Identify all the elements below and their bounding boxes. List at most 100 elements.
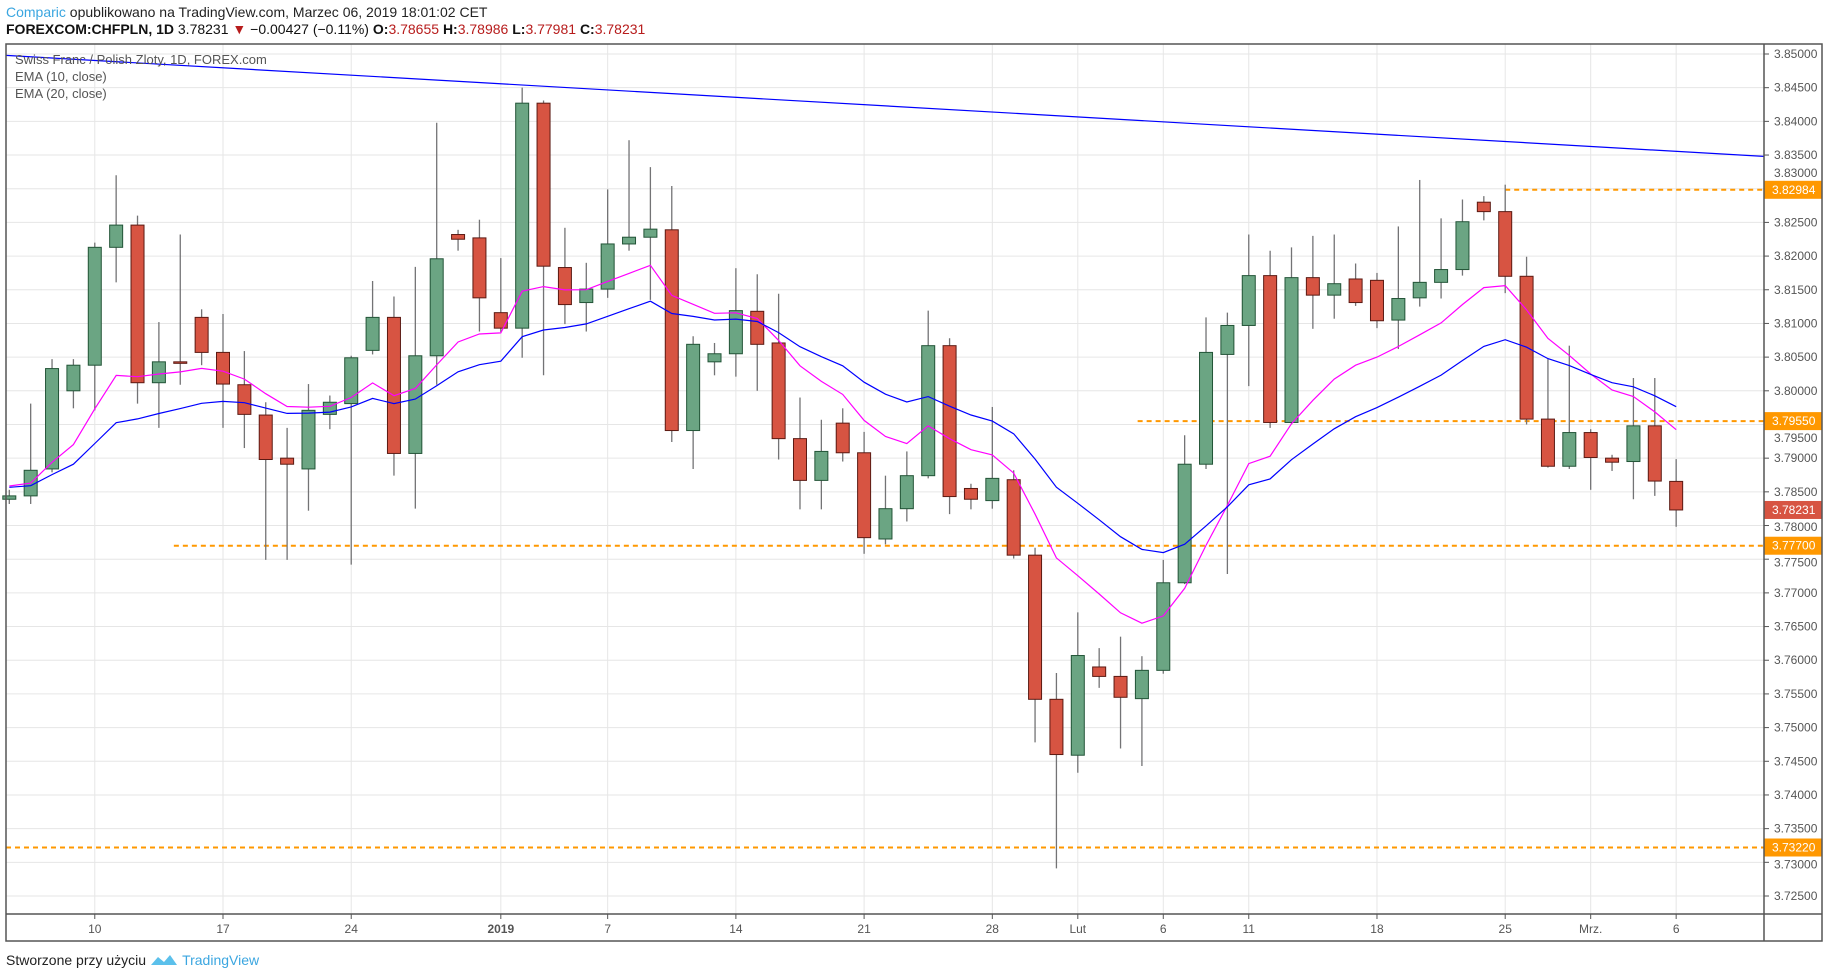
price-tick-label: 3.73000: [1774, 858, 1818, 872]
candle-down: [536, 102, 551, 267]
time-tick-label: Lut: [1069, 922, 1086, 936]
time-tick-label: 2019: [487, 922, 514, 936]
price-tick-label: 3.85000: [1774, 47, 1818, 61]
candle-up: [579, 288, 594, 304]
close-value: 3.78231: [594, 21, 646, 37]
candle-down: [1540, 418, 1555, 467]
time-tick-label: 10: [88, 922, 102, 936]
candle-down: [173, 361, 188, 364]
candle-down: [1092, 666, 1107, 677]
price-tick-label: 3.75000: [1774, 721, 1818, 735]
candle-up: [66, 364, 81, 392]
candle-down: [1006, 479, 1021, 556]
candle-up: [1070, 655, 1085, 756]
time-tick-label: Mrz.: [1579, 922, 1602, 936]
chart-frame: [5, 43, 1823, 942]
candle-down: [1028, 554, 1043, 700]
candle-up: [1284, 277, 1299, 423]
candle-down: [1583, 432, 1598, 458]
level-price-badge: [1764, 536, 1822, 555]
price-tick-label: 3.80000: [1774, 384, 1818, 398]
candle-down: [1669, 480, 1684, 511]
candle-up: [1412, 281, 1427, 299]
time-tick-label: 17: [216, 922, 230, 936]
candle-up: [1134, 669, 1149, 700]
candle-up: [344, 357, 359, 405]
candle-down: [493, 312, 508, 329]
candle-down: [1369, 279, 1384, 322]
level-price-badge: [1764, 412, 1822, 431]
candle-up: [1562, 432, 1577, 467]
price-tick-label: 3.72500: [1774, 889, 1818, 903]
price-tick-label: 3.81000: [1774, 316, 1818, 330]
price-tick-label: 3.74000: [1774, 788, 1818, 802]
down-arrow-icon: ▼: [232, 21, 247, 37]
ema-10-line: [9, 264, 1677, 624]
tradingview-link[interactable]: TradingView: [182, 952, 260, 968]
price-tick-label: 3.83000: [1774, 166, 1818, 180]
candle-up: [301, 409, 316, 470]
candle-down: [857, 452, 872, 539]
candle-up: [1391, 298, 1406, 321]
time-tick-label: 11: [1243, 922, 1256, 936]
footer: Stworzone przy użyciu TradingView: [6, 952, 259, 968]
candle-down: [771, 342, 786, 440]
candle-up: [1156, 582, 1171, 671]
price-tick-label: 3.80500: [1774, 350, 1818, 364]
candle-down: [1476, 201, 1491, 213]
price-tick-label: 3.81500: [1774, 283, 1818, 297]
candle-up: [151, 361, 166, 384]
candle-up: [600, 243, 615, 290]
price-tick-label: 3.73500: [1774, 822, 1818, 836]
candle-down: [280, 457, 295, 465]
candle-down: [1305, 277, 1320, 296]
price-tick-label: 3.78500: [1774, 485, 1818, 499]
candle-down: [386, 316, 401, 454]
candle-up: [87, 246, 102, 366]
candle-down: [1605, 457, 1620, 463]
candle-up: [365, 316, 380, 351]
price-tick-label: 3.83500: [1774, 148, 1818, 162]
publish-info: Comparic opublikowano na TradingView.com…: [6, 4, 487, 20]
level-price-label: 3.73220: [1772, 841, 1816, 855]
price-tick-label: 3.79000: [1774, 451, 1818, 465]
candle-up: [1455, 221, 1470, 271]
candle-down: [1263, 275, 1278, 423]
price-tick-label: 3.77000: [1774, 586, 1818, 600]
time-tick-label: 28: [986, 922, 1000, 936]
time-tick-label: 7: [604, 922, 611, 936]
legend-title: Swiss Franc / Polish Zloty, 1D, FOREX.co…: [15, 52, 267, 67]
level-price-label: 3.77700: [1772, 539, 1816, 553]
last-price-label: 3.78231: [1772, 503, 1816, 517]
candle-down: [664, 229, 679, 432]
candle-up: [707, 353, 722, 363]
candle-up: [622, 236, 637, 245]
high-value: 3.78986: [457, 21, 509, 37]
level-price-badge: [1764, 180, 1822, 199]
time-tick-label: 18: [1370, 922, 1384, 936]
level-price-label: 3.82984: [1772, 183, 1816, 197]
legend-ema20[interactable]: EMA (20, close): [15, 86, 107, 101]
candle-down: [237, 384, 252, 415]
candle-up: [1434, 269, 1449, 283]
candle-up: [728, 310, 743, 355]
candle-up: [878, 508, 893, 540]
candle-down: [1113, 675, 1128, 698]
time-tick-label: 6: [1673, 922, 1680, 936]
candle-up: [814, 450, 829, 481]
candle-down: [1049, 698, 1064, 756]
candle-down: [792, 438, 807, 481]
time-tick-label: 6: [1160, 922, 1167, 936]
trendline: [5, 54, 1764, 157]
candle-up: [899, 475, 914, 510]
candle-down: [451, 234, 466, 240]
close-label: C:: [579, 21, 595, 37]
author-link[interactable]: Comparic: [6, 4, 66, 20]
price-change: −0.00427 (−0.11%): [250, 21, 369, 37]
candle-up: [921, 345, 936, 477]
tradingview-logo-icon: [151, 955, 178, 965]
low-value: 3.77981: [525, 21, 577, 37]
legend-ema10[interactable]: EMA (10, close): [15, 69, 107, 84]
price-tick-label: 3.76000: [1774, 653, 1818, 667]
